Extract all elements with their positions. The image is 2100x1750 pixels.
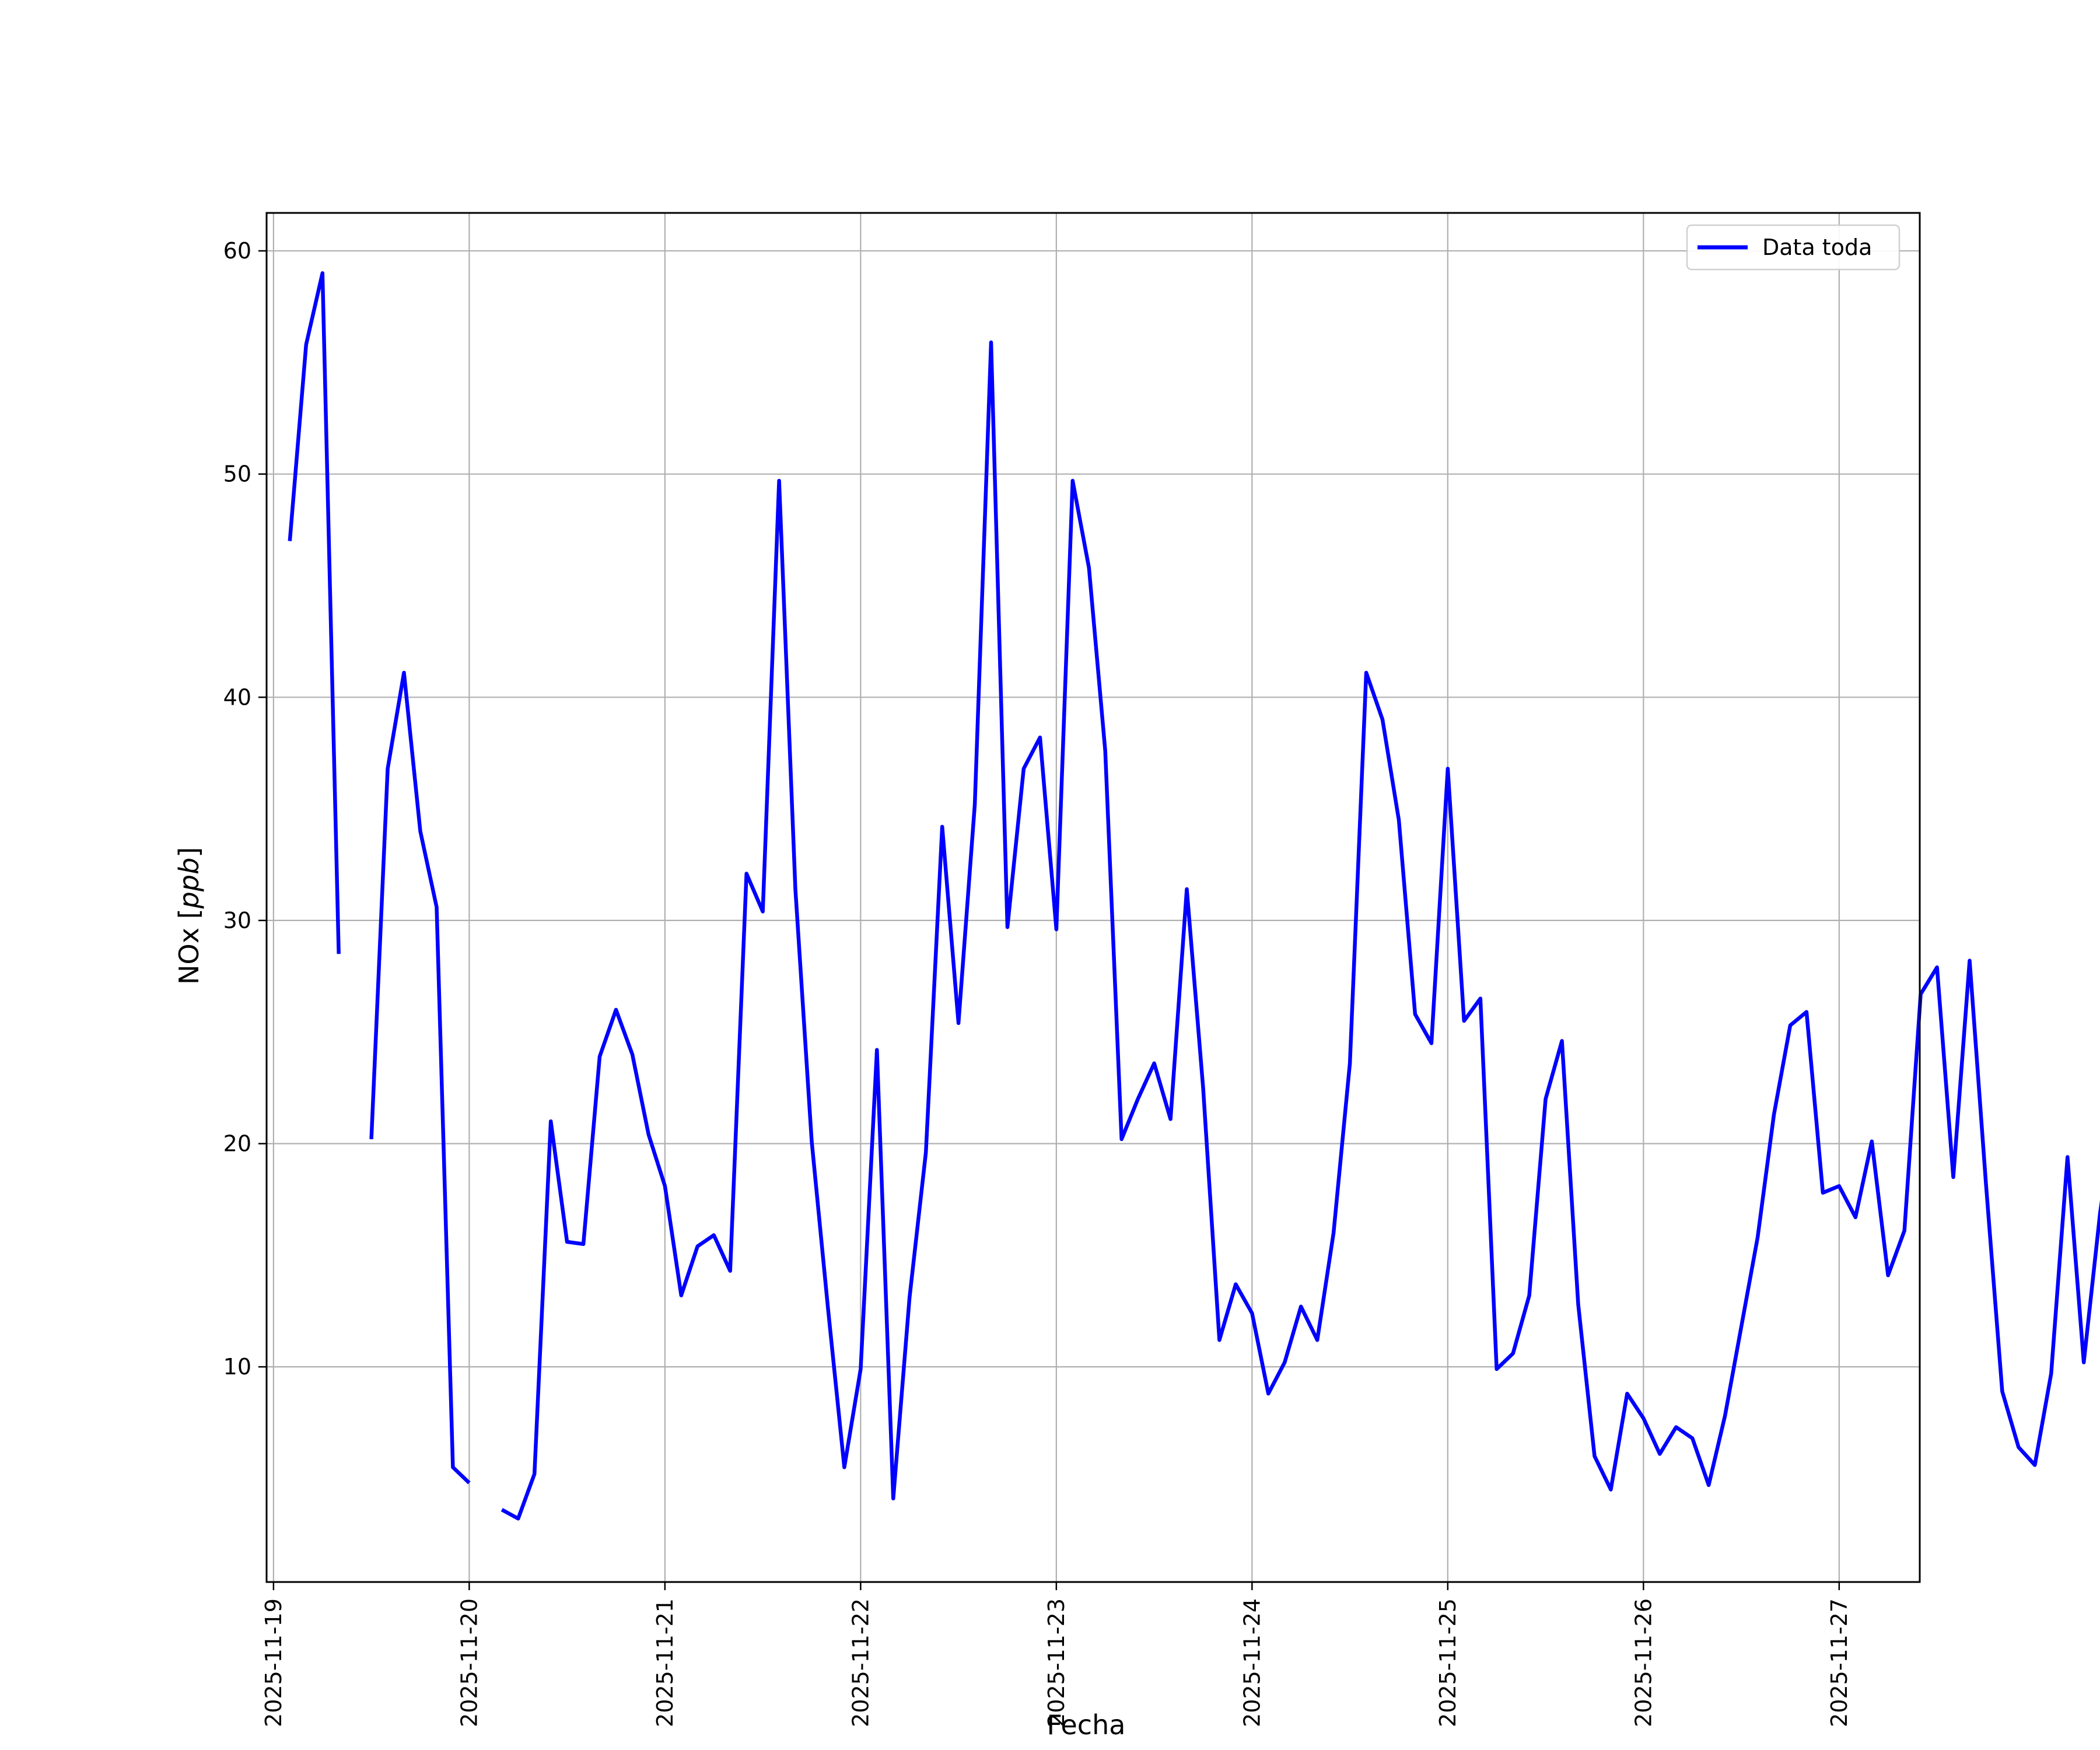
y-axis: 10 20 30 40 50 60 [223, 238, 267, 1380]
y-axis-label: NOx [ppb] [173, 847, 205, 985]
x-tick-label: 2025-11-22 [848, 1598, 873, 1727]
x-tick-label: 2025-11-24 [1239, 1598, 1265, 1727]
y-axis-label-unit: ppb [173, 858, 205, 909]
y-tick-label: 10 [223, 1354, 251, 1380]
y-tick-label: 20 [223, 1131, 251, 1157]
y-axis-label-open-bracket: [ [173, 909, 205, 919]
x-tick-label: 2025-11-25 [1435, 1598, 1461, 1727]
x-tick-label: 2025-11-19 [261, 1598, 286, 1727]
x-tick-label: 2025-11-27 [1826, 1598, 1852, 1727]
y-tick-label: 50 [223, 461, 251, 487]
series-layer [288, 271, 2100, 1521]
plot-frame [265, 212, 1921, 1583]
x-axis-label: Fecha [1047, 1709, 1126, 1741]
x-tick-label: 2025-11-26 [1630, 1598, 1656, 1727]
x-tick-label: 2025-11-23 [1044, 1598, 1069, 1727]
legend: Data toda [1686, 224, 1901, 271]
x-tick-label: 2025-11-21 [652, 1598, 678, 1727]
grid-lines [267, 213, 1920, 1582]
legend-box [1686, 224, 1901, 271]
legend-label: Data toda [1762, 235, 1872, 260]
x-tick-label: 2025-11-20 [456, 1598, 482, 1727]
series-line-0 [288, 271, 2100, 1521]
x-axis: 2025-11-19 2025-11-20 2025-11-21 2025-11-22… [261, 1582, 1852, 1727]
y-axis-label-close-bracket: ] [173, 847, 205, 858]
y-axis-label-text: NOx [173, 919, 205, 985]
y-tick-label: 30 [223, 908, 251, 933]
y-tick-label: 60 [223, 238, 251, 264]
y-tick-label: 40 [223, 684, 251, 710]
